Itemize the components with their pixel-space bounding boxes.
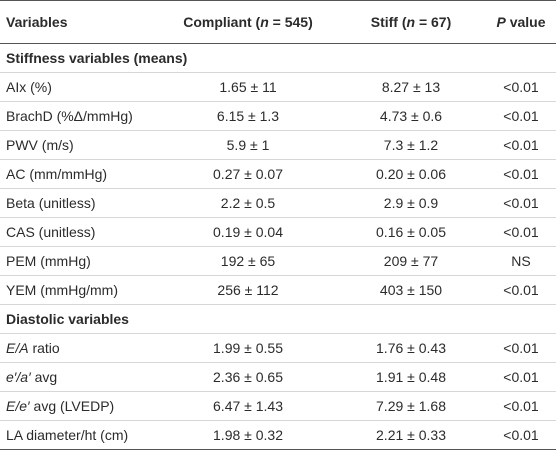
text-segment: avg (LVEDP) (29, 398, 115, 414)
header-cell: Stiff (n = 67) (336, 14, 486, 30)
data-row: YEM (mmHg/mm) 256 ± 112 403 ± 150 <0.01 (0, 276, 556, 305)
data-row: PEM (mmHg) 192 ± 65 209 ± 77 NS (0, 247, 556, 276)
header-cell: Variables (6, 14, 68, 30)
cell: 5.9 ± 1 (226, 137, 270, 153)
cell: 1.65 ± 11 (219, 79, 277, 95)
cell: 0.19 ± 0.04 (213, 224, 283, 240)
cell: YEM (mmHg/mm) (6, 282, 118, 298)
text-segment: Stiff ( (370, 14, 407, 30)
cell: 1.91 ± 0.48 (376, 369, 446, 385)
cell: 6.47 ± 1.43 (213, 398, 283, 414)
cell: E/A ratio (0, 340, 160, 356)
text-segment: Compliant ( (183, 14, 261, 30)
cell: <0.01 (503, 137, 539, 153)
cell: <0.01 (503, 282, 539, 298)
cell: 0.20 ± 0.06 (376, 166, 446, 182)
text-segment: E/A (6, 340, 29, 356)
text-segment: = 545) (268, 14, 313, 30)
section-row: Stiffness variables (means) (0, 44, 556, 73)
cell: <0.01 (503, 166, 539, 182)
cell: 2.9 ± 0.9 (383, 195, 439, 211)
header-row: Variables Compliant (n = 545) Stiff (n = 6… (0, 0, 556, 44)
cell: LA diameter/ht (cm) (6, 427, 129, 443)
text-segment: e′/a′ (6, 369, 31, 385)
data-row: AIx (%) 1.65 ± 11 8.27 ± 13 <0.01 (0, 73, 556, 102)
cell: <0.01 (503, 398, 539, 414)
text-segment: avg (30, 369, 58, 385)
data-row: AC (mm/mmHg) 0.27 ± 0.07 0.20 ± 0.06 <0.01 (0, 160, 556, 189)
text-segment: n (406, 14, 416, 30)
data-row: e′/a′ avg 2.36 ± 0.65 1.91 ± 0.48 <0.01 (0, 363, 556, 392)
cell: BrachD (%Δ/mmHg) (6, 108, 133, 124)
cell: 0.27 ± 0.07 (213, 166, 283, 182)
cell: AIx (%) (6, 79, 52, 95)
cell: CAS (unitless) (6, 224, 96, 240)
section-title: Stiffness variables (means) (6, 50, 188, 66)
section-title: Diastolic variables (6, 311, 129, 327)
cell: 0.16 ± 0.05 (376, 224, 446, 240)
cell: <0.01 (503, 224, 539, 240)
section-row: Diastolic variables (0, 305, 556, 334)
cell: <0.01 (503, 108, 539, 124)
cell: <0.01 (503, 79, 539, 95)
cell: 6.15 ± 1.3 (216, 108, 280, 124)
text-segment: = 67) (415, 14, 452, 30)
cell: Beta (unitless) (6, 195, 96, 211)
text-segment: n (260, 14, 269, 30)
header-cell: Compliant (n = 545) (160, 14, 336, 30)
cell: 256 ± 112 (217, 282, 279, 298)
text-segment: ratio (28, 340, 60, 356)
cell: <0.01 (503, 369, 539, 385)
header-cell: P value (486, 14, 556, 30)
cell: <0.01 (503, 340, 539, 356)
data-row: E/A ratio 1.99 ± 0.55 1.76 ± 0.43 <0.01 (0, 334, 556, 363)
cell: 7.29 ± 1.68 (376, 398, 446, 414)
data-row: BrachD (%Δ/mmHg) 6.15 ± 1.3 4.73 ± 0.6 <0.0… (0, 102, 556, 131)
data-row: CAS (unitless) 0.19 ± 0.04 0.16 ± 0.05 <0.0… (0, 218, 556, 247)
cell: 2.21 ± 0.33 (376, 427, 446, 443)
cell: 2.36 ± 0.65 (213, 369, 283, 385)
cell: AC (mm/mmHg) (6, 166, 108, 182)
data-row: Beta (unitless) 2.2 ± 0.5 2.9 ± 0.9 <0.01 (0, 189, 556, 218)
cell: 1.98 ± 0.32 (213, 427, 283, 443)
cell: 209 ± 77 (383, 253, 439, 269)
data-row: PWV (m/s) 5.9 ± 1 7.3 ± 1.2 <0.01 (0, 131, 556, 160)
text-segment: value (505, 14, 546, 30)
cell: 1.99 ± 0.55 (213, 340, 283, 356)
cell: e′/a′ avg (0, 369, 160, 385)
cell: 7.3 ± 1.2 (383, 137, 439, 153)
cell: 4.73 ± 0.6 (379, 108, 443, 124)
cell: PWV (m/s) (6, 137, 74, 153)
text-segment: E/e′ (6, 398, 30, 414)
cell: 192 ± 65 (220, 253, 276, 269)
cell: 403 ± 150 (379, 282, 443, 298)
cell: 8.27 ± 13 (381, 79, 441, 95)
cell: PEM (mmHg) (6, 253, 91, 269)
cell: E/e′ avg (LVEDP) (0, 398, 160, 414)
data-row: LA diameter/ht (cm) 1.98 ± 0.32 2.21 ± 0.3… (0, 421, 556, 450)
text-segment: P (496, 14, 506, 30)
cell: NS (511, 253, 531, 269)
cell: 1.76 ± 0.43 (376, 340, 446, 356)
cell: 2.2 ± 0.5 (220, 195, 276, 211)
cell: <0.01 (503, 427, 539, 443)
data-row: E/e′ avg (LVEDP) 6.47 ± 1.43 7.29 ± 1.68 <0… (0, 392, 556, 421)
cell: <0.01 (503, 195, 539, 211)
